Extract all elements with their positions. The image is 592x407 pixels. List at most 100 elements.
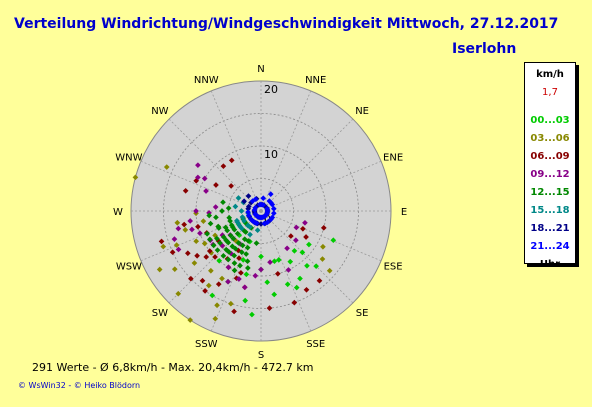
data-point [217,240,223,246]
radial-tick-label: 20 [264,83,278,96]
data-point [201,175,208,182]
data-point [182,187,189,194]
data-point [240,257,247,263]
data-point [225,278,231,285]
data-point [205,282,212,289]
data-point [237,262,243,269]
direction-label: ESE [384,262,403,273]
data-point [187,317,194,323]
data-point [239,242,246,249]
data-point [270,205,277,212]
data-point [197,230,203,237]
data-point [236,276,242,282]
data-point [258,253,264,260]
data-point [264,279,271,286]
data-point [220,163,227,170]
data-point [191,260,198,266]
data-point [227,232,234,239]
data-point [245,209,251,215]
data-point [200,218,207,224]
data-point [219,275,225,282]
data-point [169,249,176,256]
data-point [226,249,232,255]
data-point [266,305,273,311]
data-point [189,226,195,233]
data-point [241,198,247,205]
data-point [235,240,242,246]
data-point [224,227,231,234]
data-point [304,262,310,269]
data-point [171,266,178,272]
data-point [195,162,201,168]
data-point [245,238,252,244]
legend-item: 18...21 [530,223,570,234]
data-point [285,267,292,273]
direction-label: SW [152,308,168,319]
data-point [275,257,282,263]
data-point [252,196,259,203]
data-point [330,237,337,244]
data-point [207,236,213,243]
grid-spoke [260,160,382,212]
data-point [206,248,213,254]
data-point [235,195,242,201]
data-point [293,224,300,231]
data-point [204,231,210,237]
data-point [245,265,251,271]
data-point [234,217,240,224]
data-point [173,242,180,248]
data-point [203,254,210,260]
legend-item: 12...15 [530,187,570,198]
data-point [320,224,327,231]
data-point [302,219,308,226]
data-point [258,266,264,273]
data-point [244,258,251,265]
data-point [208,267,214,274]
data-point [220,252,227,259]
data-point [253,240,260,247]
data-point [293,284,300,291]
data-point [199,277,206,284]
data-point [214,235,220,242]
data-point [241,284,248,291]
summary-stats: 291 Werte - Ø 6,8km/h - Max. 20,4km/h - … [32,361,314,374]
data-point [242,229,249,235]
data-point [229,243,236,250]
direction-label: SSW [195,339,218,350]
data-point [225,264,232,271]
data-point [220,199,226,206]
data-point [210,242,217,249]
data-point [236,255,242,261]
legend-item: 09...12 [530,169,570,180]
data-point [293,237,299,244]
data-point [316,277,323,284]
legend-footer: Uhr [539,259,561,270]
data-point [209,292,216,299]
direction-label: NE [355,106,369,117]
chart-title: Verteilung Windrichtung/Windgeschwindigk… [14,16,559,32]
legend-item: 03...06 [530,133,570,144]
data-point [291,299,298,306]
legend-item: 21...24 [530,241,570,252]
data-point [194,252,200,259]
data-point [232,203,239,210]
data-point [158,238,165,245]
data-point [238,225,245,232]
data-point [184,250,191,257]
data-point [245,193,252,199]
data-point [288,233,294,239]
data-point [242,297,249,304]
direction-label: NNE [305,75,326,86]
data-point [213,182,219,188]
data-point [252,204,259,211]
data-point [258,221,264,227]
data-point [193,208,199,214]
data-point [201,240,208,247]
data-point [268,216,274,223]
direction-label: W [113,207,123,218]
data-point [214,302,220,309]
data-point [181,221,188,228]
data-point [175,290,182,297]
data-point [245,205,252,212]
